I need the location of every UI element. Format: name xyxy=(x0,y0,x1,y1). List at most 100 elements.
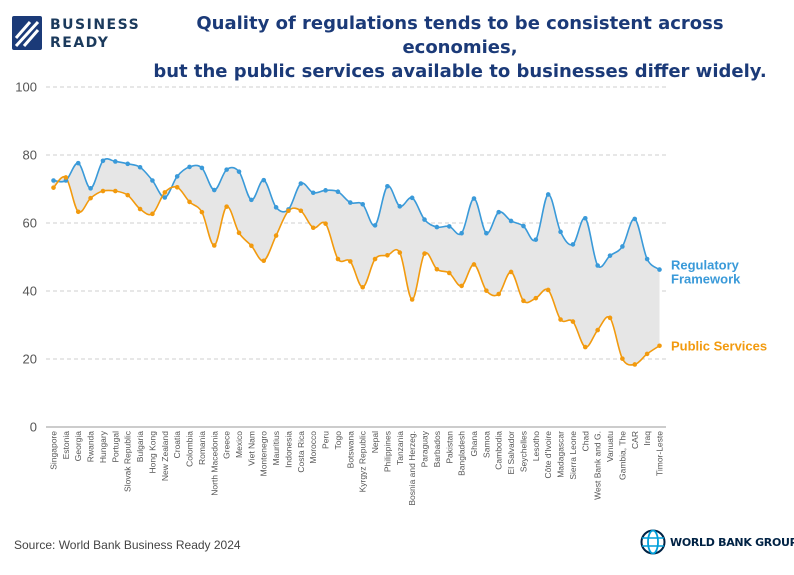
data-point-regulatory-framework xyxy=(484,230,489,236)
data-point-regulatory-framework xyxy=(397,204,403,209)
data-point-public-services xyxy=(521,298,526,304)
x-tick-label: Nepal xyxy=(370,431,380,453)
x-tick-label: Georgia xyxy=(73,431,83,462)
data-point-regulatory-framework xyxy=(75,160,81,166)
data-point-public-services xyxy=(595,327,600,333)
data-point-public-services xyxy=(657,343,662,349)
x-tick-label: Romania xyxy=(197,431,207,465)
x-tick-label: Pakistan xyxy=(444,431,454,464)
data-point-regulatory-framework xyxy=(335,189,341,195)
x-tick-label: Barbados xyxy=(432,431,442,467)
data-point-public-services xyxy=(211,243,217,248)
data-point-public-services xyxy=(199,209,205,215)
data-point-public-services xyxy=(496,291,502,297)
data-point-public-services xyxy=(558,317,563,322)
data-point-regulatory-framework xyxy=(644,256,650,262)
data-point-public-services xyxy=(310,225,316,231)
data-point-public-services xyxy=(471,262,477,267)
data-point-public-services xyxy=(545,287,551,293)
x-tick-label: Viet Nam xyxy=(246,431,256,466)
data-point-regulatory-framework xyxy=(545,192,551,197)
data-point-public-services xyxy=(335,256,341,262)
data-point-public-services xyxy=(88,195,93,201)
data-point-regulatory-framework xyxy=(137,164,143,170)
data-point-regulatory-framework xyxy=(521,223,526,229)
data-point-regulatory-framework xyxy=(422,217,427,222)
data-point-regulatory-framework xyxy=(224,167,229,172)
data-point-public-services xyxy=(570,319,576,324)
data-point-regulatory-framework xyxy=(496,209,502,215)
x-tick-label: Vanuatu xyxy=(605,431,615,462)
data-point-regulatory-framework xyxy=(199,165,205,171)
x-tick-label: Paraguay xyxy=(420,430,430,467)
data-point-public-services xyxy=(51,185,56,190)
data-point-public-services xyxy=(372,256,378,262)
data-point-public-services xyxy=(100,188,106,194)
data-point-public-services xyxy=(582,344,588,350)
data-point-regulatory-framework xyxy=(459,230,464,236)
data-point-public-services xyxy=(632,362,638,367)
data-point-public-services xyxy=(286,208,291,214)
data-point-regulatory-framework xyxy=(595,263,600,268)
data-point-public-services xyxy=(125,192,131,198)
data-point-public-services xyxy=(298,208,304,214)
globe-icon xyxy=(640,529,666,555)
x-tick-label: Rwanda xyxy=(86,431,96,462)
chart-title: Quality of regulations tends to be consi… xyxy=(140,12,780,84)
data-point-regulatory-framework xyxy=(100,158,106,164)
x-tick-label: Philippines xyxy=(382,431,392,472)
data-point-regulatory-framework xyxy=(434,224,440,230)
x-tick-label: Gambia, The xyxy=(617,431,627,480)
data-point-regulatory-framework xyxy=(471,196,477,201)
data-point-regulatory-framework xyxy=(570,242,576,247)
data-point-public-services xyxy=(273,233,279,238)
x-tick-label: Chad xyxy=(580,431,590,452)
data-point-regulatory-framework xyxy=(298,181,304,186)
x-tick-label: Portugal xyxy=(110,431,120,463)
data-point-regulatory-framework xyxy=(174,174,180,179)
x-tick-label: Slovak Republic xyxy=(123,430,133,492)
data-point-public-services xyxy=(137,206,143,212)
chart-title-line-2: but the public services available to bus… xyxy=(153,61,767,82)
gap-band-area xyxy=(53,158,660,366)
data-point-public-services xyxy=(508,269,514,275)
data-point-public-services xyxy=(446,270,452,276)
data-point-regulatory-framework xyxy=(607,253,613,258)
data-point-public-services xyxy=(162,190,168,195)
data-point-regulatory-framework xyxy=(508,218,514,224)
data-point-public-services xyxy=(360,284,365,290)
x-tick-label: Peru xyxy=(321,431,331,449)
x-tick-label: Seychelles xyxy=(518,431,528,472)
data-point-public-services xyxy=(113,188,118,194)
data-point-regulatory-framework xyxy=(211,187,217,193)
data-point-public-services xyxy=(261,258,267,264)
x-tick-label: Ghana xyxy=(469,431,479,457)
series-label-public-services: Public Services xyxy=(671,339,767,354)
data-point-public-services xyxy=(422,251,427,256)
x-tick-label: Croatia xyxy=(172,431,182,459)
data-point-regulatory-framework xyxy=(348,200,353,205)
data-point-public-services xyxy=(174,185,180,190)
x-tick-label: West Bank and G. xyxy=(593,431,603,500)
data-point-regulatory-framework xyxy=(533,237,539,242)
business-ready-emblem-icon xyxy=(12,16,42,50)
y-tick-label: 40 xyxy=(23,284,37,299)
x-tick-label: El Salvador xyxy=(506,431,516,475)
data-point-regulatory-framework xyxy=(162,195,168,200)
x-tick-label: Costa Rica xyxy=(296,431,306,473)
data-point-public-services xyxy=(607,315,613,321)
data-point-public-services xyxy=(249,243,254,249)
data-point-regulatory-framework xyxy=(236,169,242,174)
data-point-public-services xyxy=(236,230,242,236)
data-point-regulatory-framework xyxy=(113,159,118,164)
source-note: Source: World Bank Business Ready 2024 xyxy=(14,538,241,552)
y-tick-label: 80 xyxy=(23,148,37,163)
data-point-regulatory-framework xyxy=(51,178,56,183)
x-tick-label: North Macedonia xyxy=(209,431,219,496)
data-point-public-services xyxy=(409,297,415,302)
data-point-regulatory-framework xyxy=(273,205,279,210)
x-tick-label: Colombia xyxy=(185,431,195,467)
line-chart: 0 20 40 60 80 100 Singapore Estonia Georgia Rwand… xyxy=(15,80,767,506)
data-point-public-services xyxy=(75,209,81,215)
data-point-public-services xyxy=(620,356,625,361)
